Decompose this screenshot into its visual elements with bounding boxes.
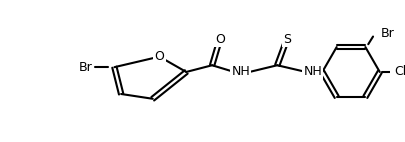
Text: Br: Br xyxy=(380,27,394,40)
Text: Cl: Cl xyxy=(393,65,405,79)
Text: NH: NH xyxy=(303,65,321,79)
Text: O: O xyxy=(214,33,224,46)
Text: Br: Br xyxy=(79,61,92,74)
Text: O: O xyxy=(154,50,164,63)
Text: NH: NH xyxy=(231,65,249,79)
Text: S: S xyxy=(282,33,290,46)
